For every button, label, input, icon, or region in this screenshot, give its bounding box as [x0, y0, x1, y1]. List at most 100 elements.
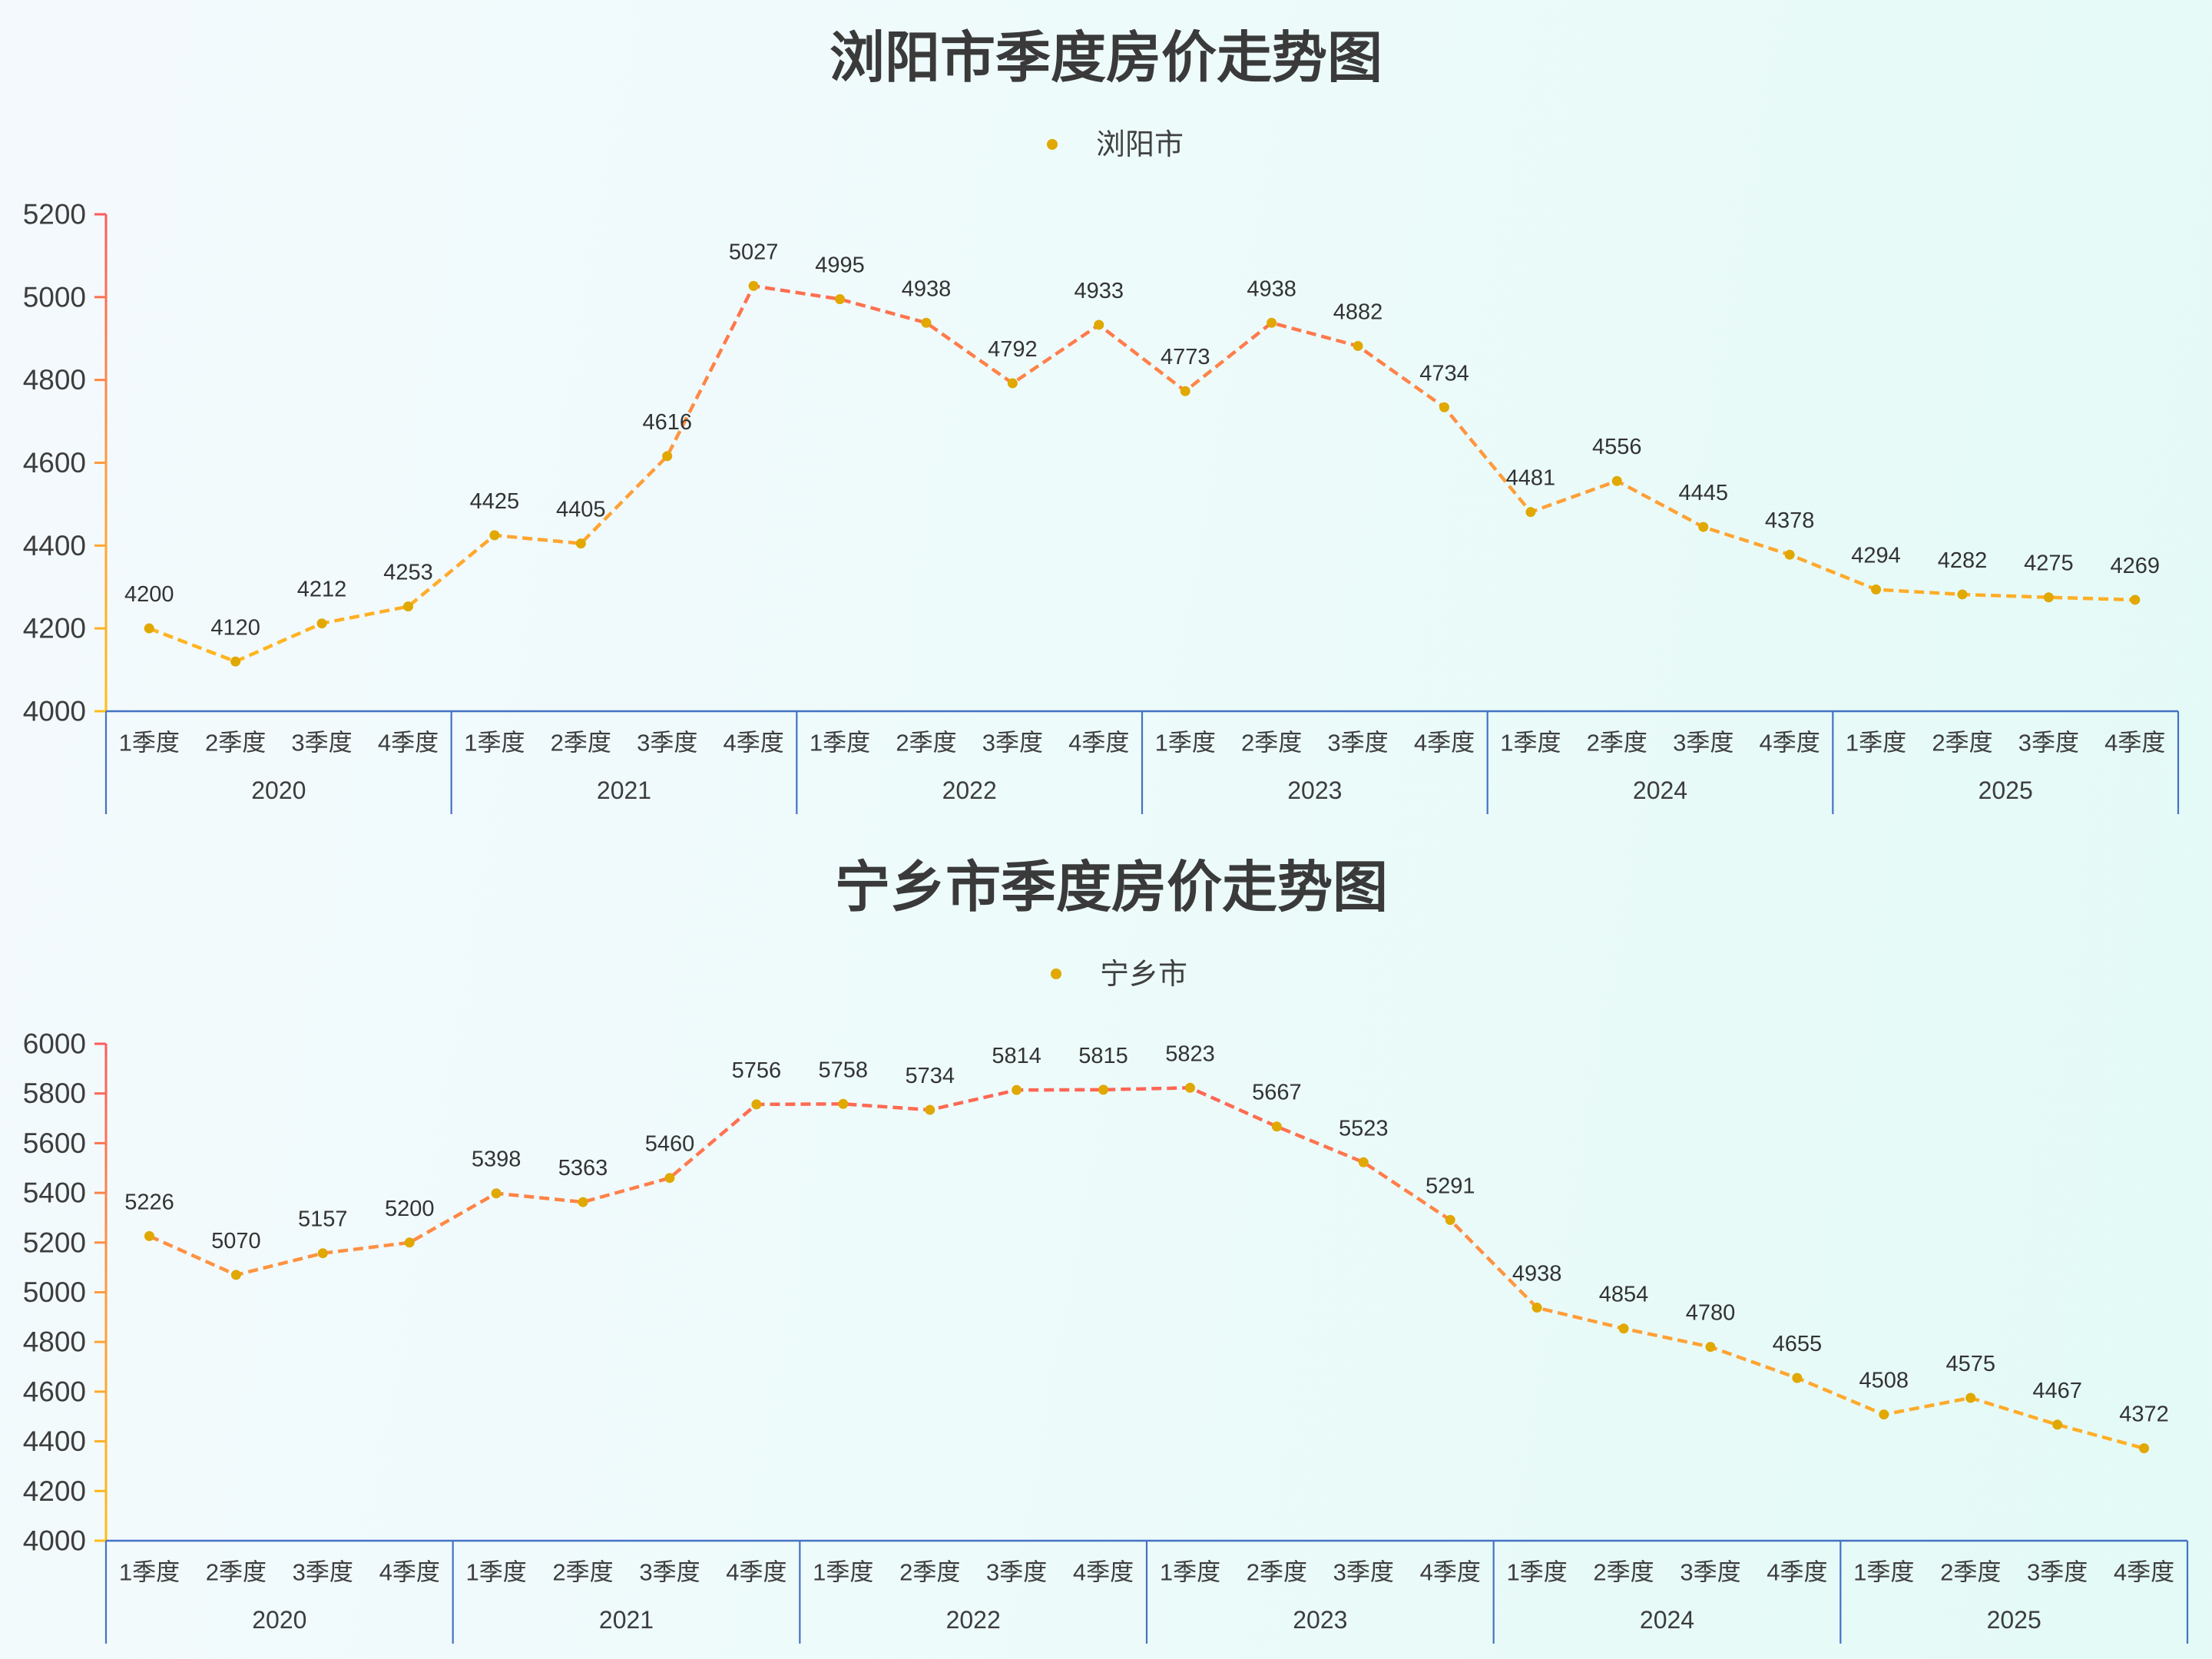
x-axis-quarter-label: 1季度 — [813, 1559, 873, 1586]
legend-item-liuyang[interactable]: 浏阳市 — [1023, 127, 1184, 161]
data-point[interactable] — [144, 623, 154, 634]
legend-item-ningxiang[interactable]: 宁乡市 — [1027, 957, 1187, 991]
data-point[interactable] — [575, 538, 586, 549]
data-point[interactable] — [1098, 1084, 1109, 1095]
data-value-label: 4556 — [1592, 435, 1642, 459]
data-point[interactable] — [1271, 1121, 1282, 1132]
data-value-label: 4938 — [1247, 276, 1296, 301]
x-axis-year-label: 2021 — [597, 777, 651, 804]
data-value-label: 5200 — [385, 1197, 435, 1221]
data-point[interactable] — [1879, 1409, 1889, 1420]
chart-title: 浏阳市季度房价走势图 — [829, 25, 1382, 90]
data-point[interactable] — [664, 1173, 675, 1184]
data-point[interactable] — [921, 317, 932, 328]
data-value-label: 5667 — [1252, 1081, 1302, 1105]
x-axis-quarter-label: 2季度 — [899, 1559, 960, 1586]
chart-title: 宁乡市季度房价走势图 — [834, 855, 1388, 919]
x-axis-quarter-label: 2季度 — [1241, 730, 1302, 757]
x-axis-quarter-label: 3季度 — [1673, 730, 1734, 757]
data-point[interactable] — [404, 1237, 415, 1248]
data-point[interactable] — [1184, 1082, 1195, 1093]
data-point[interactable] — [1965, 1392, 1976, 1403]
data-point[interactable] — [1007, 378, 1018, 389]
chart-liuyang: 浏阳市季度房价走势图 浏阳市 4000 4200 4400 4600 4800 5000 5… — [23, 25, 2180, 814]
data-point[interactable] — [1525, 507, 1536, 518]
data-point[interactable] — [402, 601, 413, 612]
data-point[interactable] — [2139, 1443, 2150, 1454]
data-point[interactable] — [1532, 1303, 1542, 1313]
data-point[interactable] — [662, 451, 673, 462]
data-point[interactable] — [491, 1188, 502, 1199]
series-line: 5226 5070 5157 5200 5398 5363 5460 5756 5758 5734… — [124, 1041, 2169, 1454]
data-point[interactable] — [2043, 592, 2054, 603]
data-point[interactable] — [1784, 549, 1795, 560]
data-point[interactable] — [1698, 522, 1709, 532]
data-value-label: 4481 — [1506, 466, 1556, 491]
data-point[interactable] — [838, 1098, 849, 1109]
legend-label: 宁乡市 — [1100, 957, 1188, 991]
data-point[interactable] — [1705, 1342, 1716, 1353]
data-point[interactable] — [751, 1099, 762, 1110]
data-value-label: 4995 — [815, 253, 865, 278]
data-point[interactable] — [1180, 386, 1190, 396]
data-point[interactable] — [1439, 402, 1449, 412]
data-point[interactable] — [1094, 320, 1104, 330]
data-point[interactable] — [1358, 1157, 1369, 1167]
data-point[interactable] — [925, 1104, 935, 1115]
data-point[interactable] — [578, 1197, 588, 1207]
data-value-label: 5070 — [211, 1229, 261, 1253]
data-value-label: 4882 — [1333, 300, 1383, 324]
data-value-label: 4575 — [1945, 1352, 1995, 1376]
x-axis-quarter-label: 4季度 — [1420, 1559, 1481, 1586]
data-value-label: 4854 — [1599, 1283, 1649, 1307]
data-point[interactable] — [1611, 475, 1622, 486]
series-path — [148, 1086, 2145, 1450]
x-axis-quarter-label: 3季度 — [293, 1559, 353, 1586]
data-point[interactable] — [1353, 340, 1363, 351]
data-value-label: 5756 — [732, 1058, 782, 1083]
data-point[interactable] — [1618, 1323, 1629, 1334]
x-axis-year-label: 2024 — [1640, 1606, 1694, 1634]
x-axis-quarter-label: 3季度 — [1680, 1559, 1740, 1586]
data-point[interactable] — [1792, 1373, 1803, 1383]
x-axis-quarter-label: 3季度 — [2018, 730, 2079, 757]
data-value-label: 4405 — [556, 498, 606, 522]
chart-ningxiang: 宁乡市季度房价走势图 宁乡市 4000 4200 4400 4600 4800 5000 5… — [0, 830, 2212, 1659]
data-value-label: 5157 — [298, 1207, 348, 1232]
x-axis-quarter-label: 1季度 — [1853, 1559, 1914, 1586]
data-point[interactable] — [835, 294, 846, 305]
y-axis-tick-label: 5000 — [23, 1277, 86, 1308]
data-point[interactable] — [2130, 594, 2141, 605]
y-axis-tick-label: 5600 — [23, 1128, 86, 1159]
data-point[interactable] — [317, 1248, 328, 1259]
data-point[interactable] — [1445, 1214, 1455, 1225]
data-point[interactable] — [316, 618, 327, 629]
x-axis: 2020 2021 2022 2023 2024 2025 1季度 2季度 3季度 4季度 1季度 2… — [104, 1539, 2189, 1644]
data-value-label: 5814 — [992, 1044, 1041, 1068]
y-axis-tick-label: 5400 — [23, 1177, 86, 1209]
data-point[interactable] — [230, 1270, 241, 1280]
data-point[interactable] — [230, 656, 241, 667]
data-point[interactable] — [489, 530, 500, 541]
x-axis-quarter-label: 4季度 — [1068, 730, 1129, 757]
data-point[interactable] — [2052, 1419, 2063, 1430]
x-axis-quarter-label: 2季度 — [1593, 1559, 1654, 1586]
x-axis-year-label: 2020 — [252, 1606, 306, 1634]
data-point[interactable] — [144, 1230, 154, 1241]
y-axis-tick-label: 4200 — [23, 613, 86, 644]
y-axis-tick-label: 4800 — [23, 364, 86, 396]
data-point[interactable] — [1957, 589, 1968, 600]
data-value-label: 4933 — [1075, 279, 1124, 303]
x-axis-year-label: 2023 — [1293, 1606, 1347, 1634]
data-point[interactable] — [1871, 584, 1882, 594]
data-point[interactable] — [1267, 317, 1277, 328]
data-point[interactable] — [748, 280, 759, 291]
x-axis-quarter-label: 1季度 — [810, 730, 870, 757]
y-axis-tick-label: 4400 — [23, 1426, 86, 1457]
data-value-label: 4269 — [2111, 554, 2161, 578]
data-point[interactable] — [1012, 1084, 1022, 1095]
data-value-label: 4780 — [1686, 1301, 1736, 1326]
x-axis-quarter-label: 1季度 — [1507, 1559, 1568, 1586]
x-axis-quarter-label: 2季度 — [1247, 1559, 1307, 1586]
x-axis-quarter-label: 1季度 — [119, 1559, 180, 1586]
